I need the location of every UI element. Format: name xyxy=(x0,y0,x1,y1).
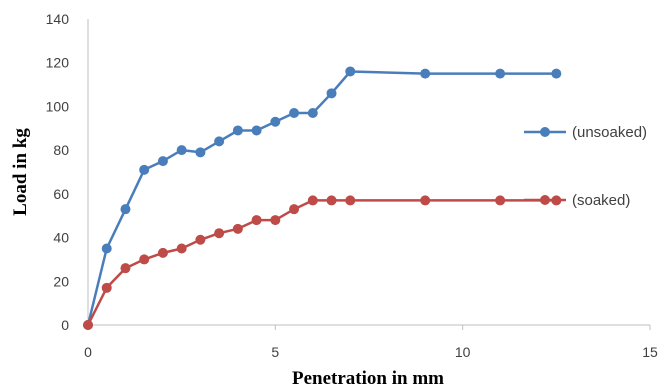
y-tick-label: 80 xyxy=(53,142,69,158)
y-tick-label: 20 xyxy=(53,273,69,289)
data-point xyxy=(139,164,150,175)
data-point xyxy=(251,125,262,136)
y-tick-label: 120 xyxy=(46,55,70,71)
data-point xyxy=(270,215,281,226)
data-point xyxy=(251,215,262,226)
data-point xyxy=(495,195,506,206)
x-tick-label: 15 xyxy=(642,344,658,360)
data-point xyxy=(101,282,112,293)
series-1 xyxy=(83,195,562,330)
data-point xyxy=(176,145,187,156)
x-tick-label: 5 xyxy=(271,344,279,360)
data-point xyxy=(232,223,243,234)
y-tick-label: 60 xyxy=(53,186,69,202)
x-tick-label: 0 xyxy=(84,344,92,360)
legend-label: (unsoaked) xyxy=(572,124,647,141)
data-point xyxy=(289,107,300,118)
data-point xyxy=(326,88,337,99)
series-line xyxy=(86,199,557,326)
data-point xyxy=(345,66,356,77)
y-tick-label: 140 xyxy=(46,11,70,27)
data-point xyxy=(289,204,300,215)
data-point xyxy=(157,156,168,167)
data-point xyxy=(176,243,187,254)
data-point xyxy=(270,116,281,127)
x-axis-title: Penetration in mm xyxy=(292,368,444,388)
series-0 xyxy=(83,66,562,330)
data-point xyxy=(551,68,562,79)
data-point xyxy=(120,263,131,274)
data-point xyxy=(120,204,131,215)
data-point xyxy=(420,68,431,79)
data-point xyxy=(307,195,318,206)
x-tick-labels: 0 5 10 15 xyxy=(84,325,658,360)
x-tick-label: 10 xyxy=(455,344,471,360)
axes xyxy=(87,19,650,326)
legend-swatch-marker xyxy=(540,127,550,137)
series-line xyxy=(86,70,557,326)
data-point xyxy=(326,195,337,206)
data-point xyxy=(214,228,225,239)
y-tick-labels: 0 20 40 60 80 100 120 140 xyxy=(46,11,70,333)
data-point xyxy=(232,125,243,136)
data-point xyxy=(139,254,150,265)
legend: (unsoaked) (soaked) xyxy=(524,124,647,209)
data-point xyxy=(195,147,206,158)
data-point xyxy=(420,195,431,206)
y-tick-label: 40 xyxy=(53,230,69,246)
data-point xyxy=(307,107,318,118)
y-axis-title: Load in kg xyxy=(10,128,31,216)
data-point xyxy=(83,320,93,330)
data-point xyxy=(345,195,356,206)
data-point xyxy=(157,247,168,258)
legend-swatch-marker xyxy=(540,195,550,205)
data-point xyxy=(195,234,206,245)
series-layer xyxy=(83,66,562,330)
data-point xyxy=(214,136,225,147)
y-tick-label: 0 xyxy=(61,317,69,333)
data-point xyxy=(495,68,506,79)
y-tick-label: 100 xyxy=(46,98,70,114)
data-point xyxy=(101,243,112,254)
legend-label: (soaked) xyxy=(572,192,630,209)
